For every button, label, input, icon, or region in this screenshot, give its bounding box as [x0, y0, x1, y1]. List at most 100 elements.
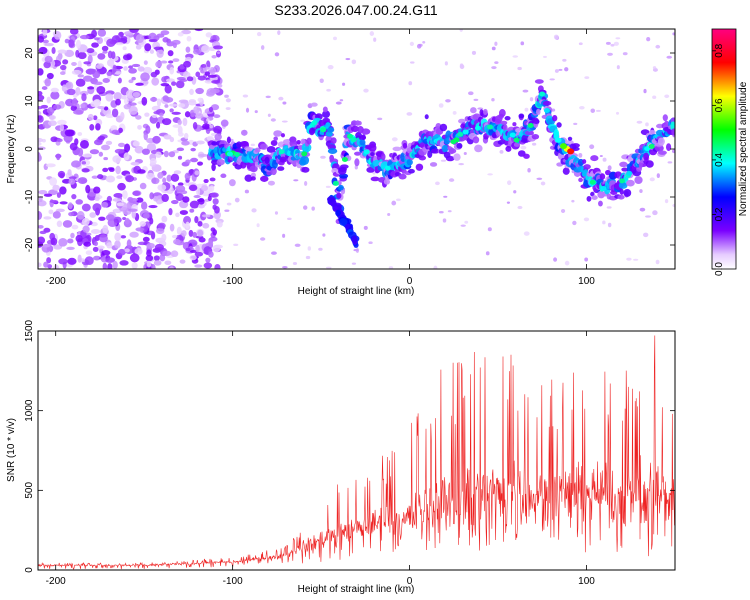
ridge-blob	[415, 163, 424, 171]
background-speckle	[226, 202, 232, 206]
noise-blob	[169, 103, 178, 107]
spectrogram-y-label: Frequency (Hz)	[6, 115, 17, 184]
noise-blob	[92, 115, 98, 121]
noise-blob	[73, 109, 84, 115]
background-speckle	[234, 197, 240, 203]
ridge-blob	[504, 115, 511, 121]
noise-blob	[75, 78, 86, 87]
background-speckle	[209, 124, 214, 129]
background-speckle	[363, 88, 369, 93]
noise-blob	[137, 124, 142, 130]
noise-blob	[38, 110, 42, 116]
ridge-blob	[536, 108, 541, 116]
background-speckle	[579, 105, 585, 110]
spectrogram-y-tick-label: 10	[24, 95, 35, 107]
background-speckle	[639, 189, 643, 193]
background-speckle	[584, 76, 590, 80]
background-speckle	[342, 82, 346, 86]
ridge-blob	[260, 175, 269, 182]
ridge-blob	[671, 128, 675, 136]
ridge-blob	[214, 133, 222, 141]
noise-blob	[182, 71, 191, 79]
noise-blob	[38, 211, 43, 220]
noise-blob	[144, 43, 152, 52]
ridge-blob	[370, 151, 375, 157]
noise-blob	[166, 174, 172, 182]
background-speckle	[463, 151, 467, 156]
background-speckle	[433, 265, 438, 269]
background-speckle	[217, 51, 221, 55]
noise-blob	[188, 100, 197, 106]
noise-blob	[48, 115, 56, 120]
noise-blob	[105, 257, 116, 263]
ridge-blob	[453, 153, 461, 161]
background-speckle	[300, 119, 306, 122]
noise-blob	[123, 66, 128, 71]
noise-blob	[106, 71, 113, 76]
noise-blob	[60, 64, 67, 71]
ridge-blob	[567, 136, 573, 141]
noise-blob	[132, 140, 140, 147]
noise-blob	[67, 257, 77, 265]
background-speckle	[671, 149, 675, 154]
background-speckle	[327, 65, 334, 70]
noise-blob	[64, 38, 70, 44]
ridge-blob	[553, 129, 560, 139]
background-speckle	[584, 257, 589, 262]
background-speckle	[408, 81, 413, 86]
ridge-blob	[523, 153, 530, 159]
noise-blob	[38, 35, 45, 43]
noise-blob	[46, 96, 51, 104]
noise-blob	[75, 199, 84, 205]
noise-blob	[62, 220, 73, 228]
background-speckle	[388, 266, 394, 269]
noise-blob	[159, 112, 164, 117]
background-speckle	[265, 95, 271, 99]
noise-blob	[200, 64, 207, 68]
ridge-blob	[359, 139, 366, 146]
background-speckle	[438, 211, 444, 214]
background-speckle	[396, 198, 401, 202]
background-speckle	[513, 190, 517, 194]
background-speckle	[444, 61, 448, 66]
noise-blob	[102, 224, 109, 234]
snr-x-tick-label: 100	[578, 576, 595, 587]
noise-blob	[171, 111, 181, 115]
background-speckle	[270, 118, 276, 122]
noise-blob	[197, 75, 206, 81]
noise-blob	[170, 199, 179, 205]
noise-blob	[107, 263, 113, 269]
noise-blob	[217, 83, 223, 88]
background-speckle	[406, 112, 413, 116]
noise-blob	[77, 254, 82, 263]
background-speckle	[672, 32, 675, 36]
noise-blob	[62, 59, 69, 65]
background-speckle	[520, 41, 525, 46]
noise-blob	[69, 29, 79, 35]
ridge-blob	[427, 150, 433, 159]
ridge-blob	[402, 142, 408, 149]
noise-blob	[212, 244, 221, 253]
ridge-blob	[512, 122, 517, 127]
noise-blob	[117, 248, 126, 256]
hot-spot-blob	[554, 137, 561, 143]
noise-blob	[152, 135, 161, 144]
colorbar-tick-label: 0.0	[714, 262, 725, 276]
background-speckle	[233, 243, 239, 247]
noise-blob	[116, 202, 124, 207]
noise-blob	[173, 170, 182, 175]
noise-blob	[107, 59, 115, 67]
ridge-blob	[582, 159, 587, 164]
noise-blob	[185, 247, 191, 252]
ridge-blob	[518, 113, 525, 119]
noise-blob	[192, 48, 202, 55]
noise-blob	[139, 182, 147, 190]
background-speckle	[303, 205, 308, 210]
snr-y-label: SNR (10 * v/v)	[6, 418, 17, 482]
background-speckle	[468, 91, 474, 96]
noise-blob	[53, 264, 60, 269]
noise-blob	[77, 74, 85, 78]
noise-blob	[135, 227, 145, 232]
noise-blob	[146, 172, 155, 180]
noise-blob	[98, 234, 108, 243]
